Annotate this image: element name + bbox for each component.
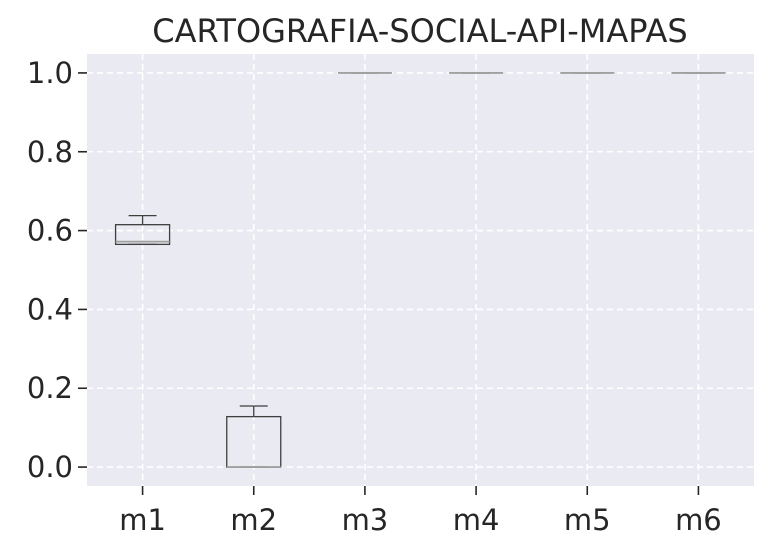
- chart-title: CARTOGRAFIA-SOCIAL-API-MAPAS: [152, 12, 687, 50]
- x-axis: m1 m2 m3 m4 m5 m6: [119, 486, 722, 537]
- box-body: [114, 224, 171, 246]
- box-m1: [114, 214, 171, 246]
- x-tick-label: m6: [675, 503, 722, 537]
- y-tick-label: 0.6: [27, 214, 73, 248]
- grid: [87, 54, 754, 486]
- y-tick-label: 0.0: [27, 450, 73, 484]
- x-tick-label: m2: [230, 503, 277, 537]
- y-tick-label: 0.2: [27, 371, 73, 405]
- y-axis: 0.0 0.2 0.4 0.6 0.8 1.0: [27, 56, 87, 484]
- boxes: [114, 72, 726, 468]
- x-tick-label: m1: [119, 503, 166, 537]
- plot-area: [87, 54, 754, 486]
- y-tick-label: 0.4: [27, 292, 73, 326]
- y-tick-label: 0.8: [27, 135, 73, 169]
- x-tick-label: m3: [342, 503, 389, 537]
- x-tick-label: m5: [564, 503, 611, 537]
- x-tick-label: m4: [453, 503, 500, 537]
- y-tick-label: 1.0: [27, 56, 73, 90]
- box-m2: [226, 405, 282, 468]
